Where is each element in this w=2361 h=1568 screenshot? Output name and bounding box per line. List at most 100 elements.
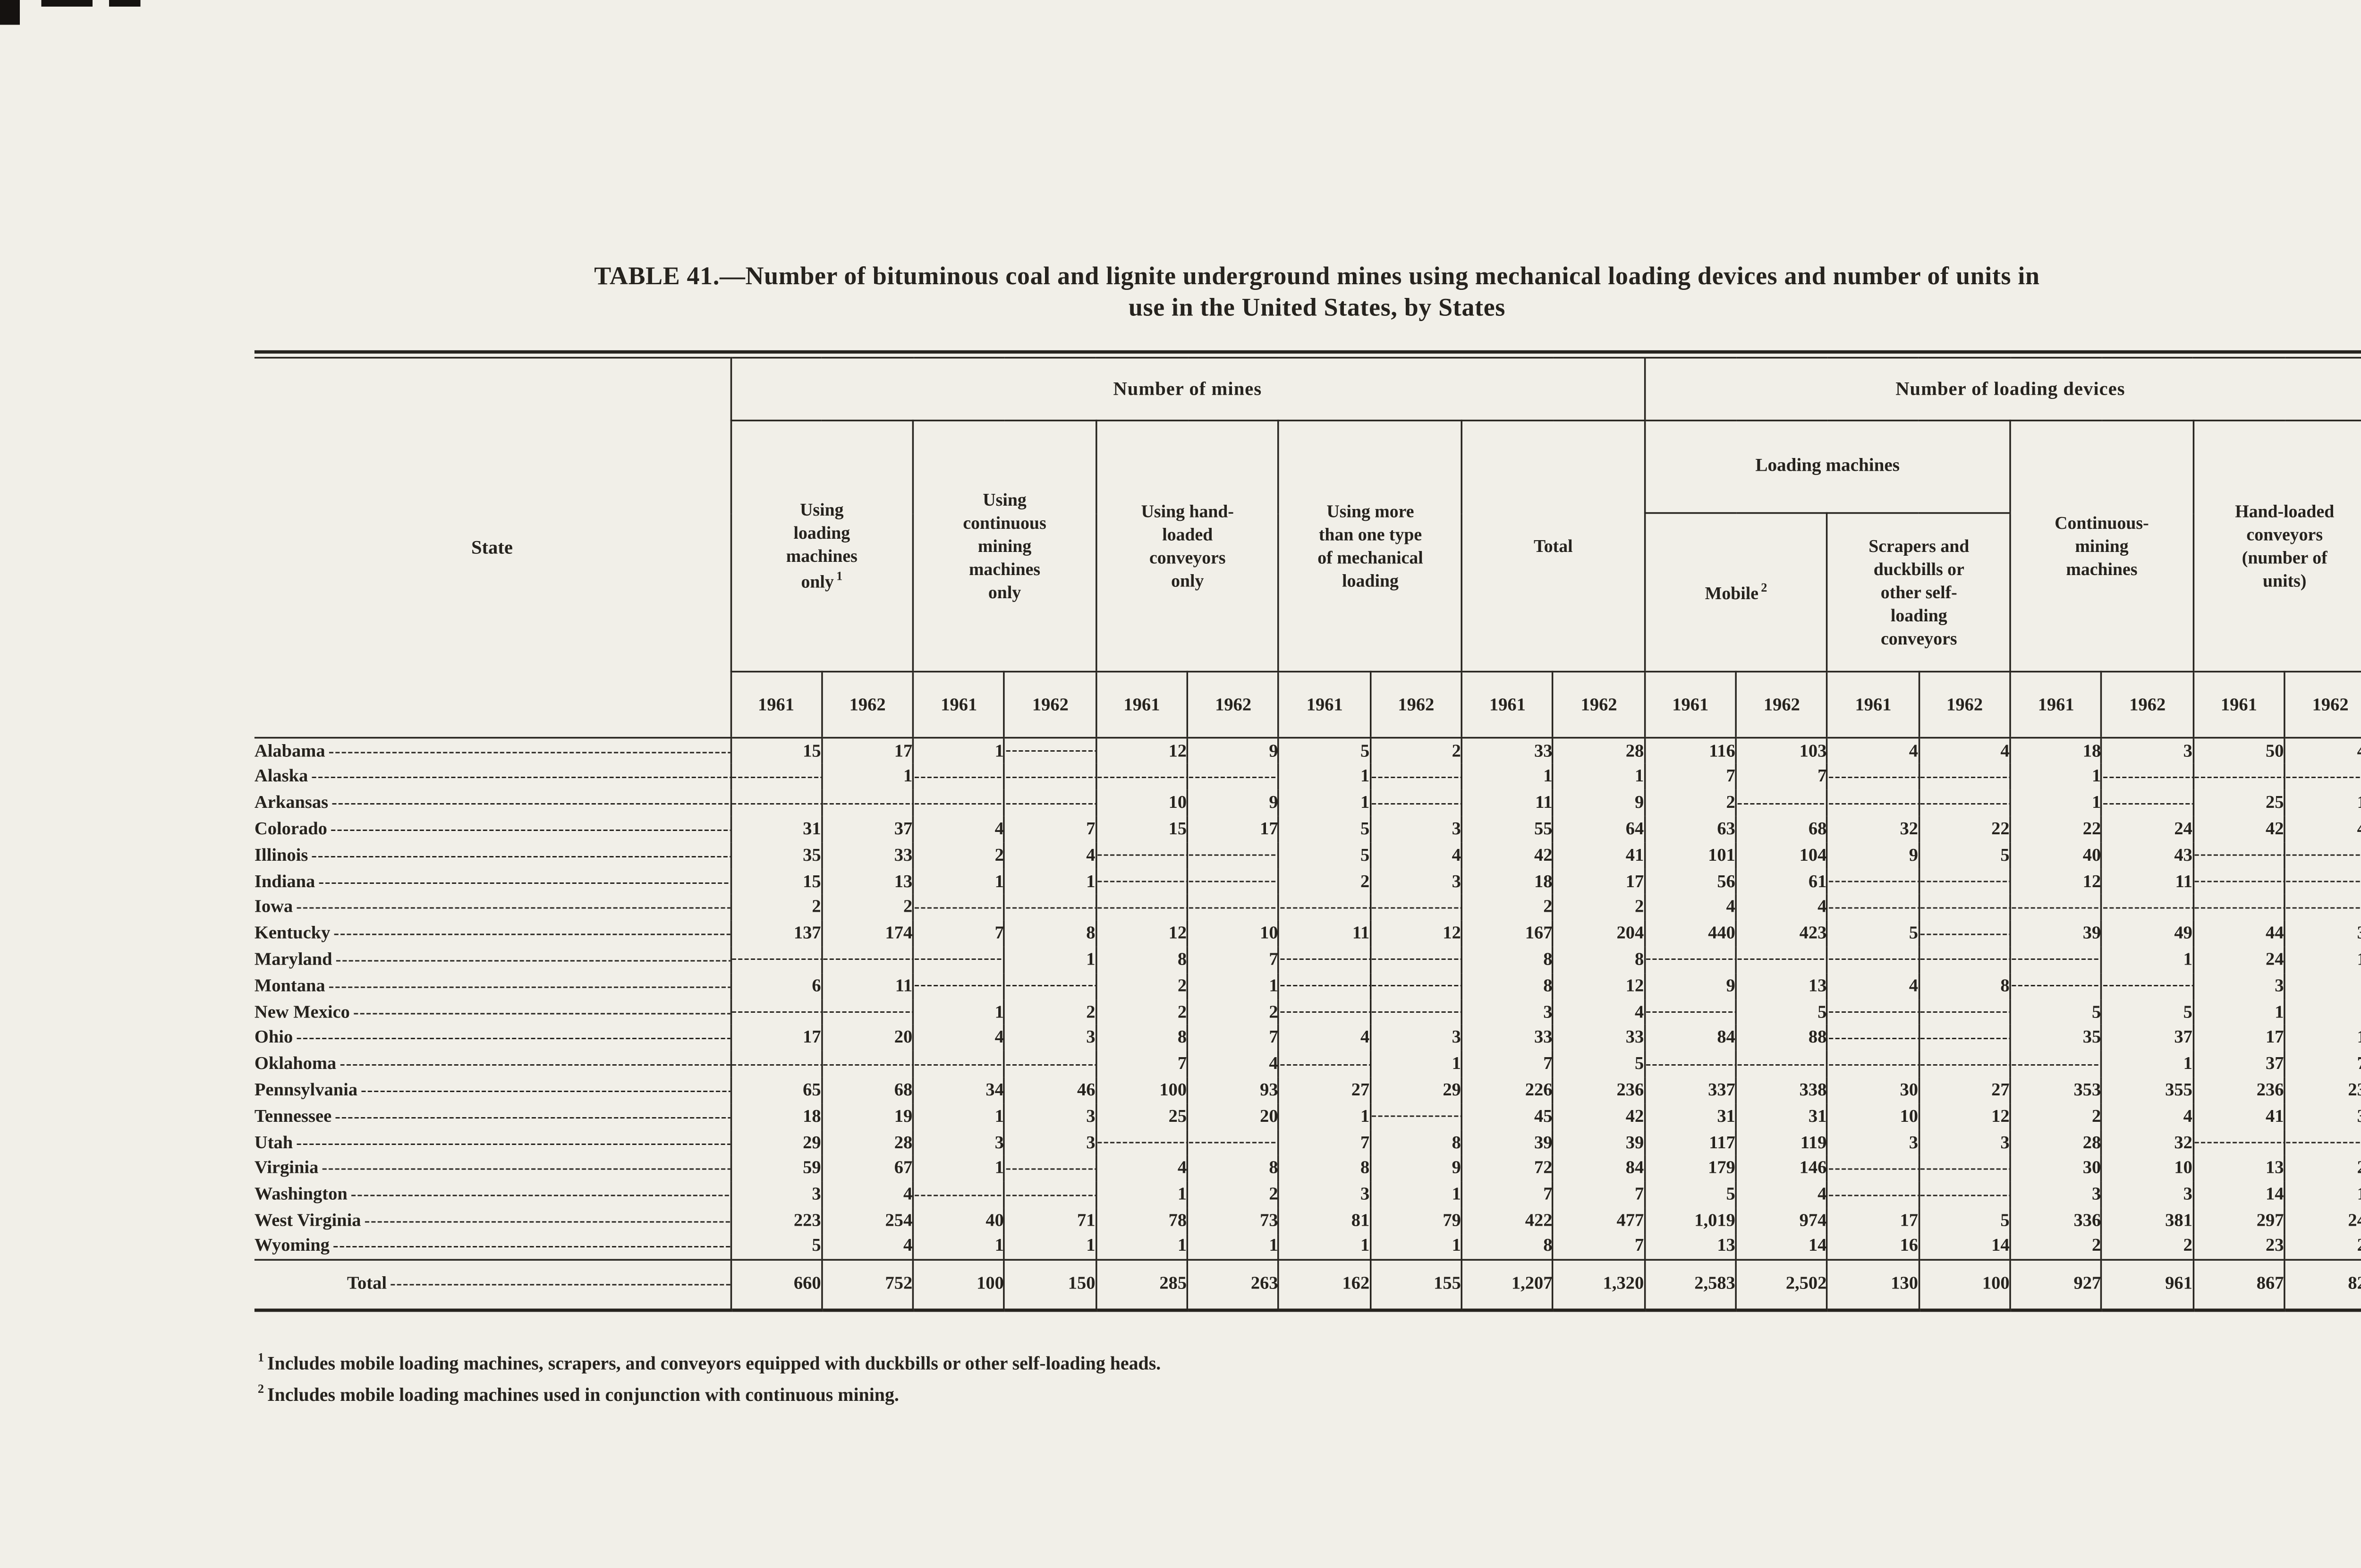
value-cell [1369, 1103, 1462, 1130]
value-cell: 1 [2284, 999, 2361, 1026]
scan-artifact [0, 0, 20, 25]
value-cell [1278, 973, 1371, 999]
blank-dashes [1097, 1134, 1187, 1152]
value-cell: 1 [1187, 1234, 1279, 1260]
value-cell: 79 [1369, 1208, 1462, 1234]
blank-dashes [914, 768, 1004, 786]
value-cell: 17 [1187, 816, 1279, 843]
value-cell: 44 [2192, 921, 2285, 947]
value-cell [1918, 1181, 2011, 1208]
value-cell [1735, 947, 1828, 973]
blank-dashes [1737, 794, 1826, 812]
value-cell: 15 [729, 738, 822, 764]
value-cell: 39 [2009, 921, 2102, 947]
value-cell: 4 [1826, 738, 1919, 764]
value-cell: 2 [1278, 868, 1371, 895]
value-cell: 961 [2101, 1259, 2193, 1312]
header-label: Continuous-mining machines [2055, 513, 2149, 580]
state-name: Virginia [254, 1159, 319, 1179]
group-header-number-of-loading-devices: Number of loading devices [1644, 358, 2361, 422]
value-cell: 11 [1278, 921, 1371, 947]
value-cell: 204 [1552, 921, 1645, 947]
state-cell: Illinois [255, 842, 730, 868]
blank-dashes [2194, 1134, 2284, 1152]
value-cell: 2 [1187, 999, 1279, 1026]
value-cell [1918, 764, 2011, 790]
value-cell: 2 [1095, 999, 1188, 1026]
value-cell [729, 790, 822, 816]
state-name: Indiana [254, 872, 315, 892]
header-label: Using hand-loaded conveyors only [1141, 501, 1234, 591]
value-cell [912, 1051, 1005, 1077]
blank-dashes [1920, 1055, 2010, 1073]
value-cell: 146 [1735, 1155, 1828, 1182]
value-cell: 381 [2101, 1208, 2193, 1234]
value-cell: 4 [912, 1025, 1005, 1051]
value-cell [1369, 790, 1462, 816]
column-header-state: State [254, 358, 730, 739]
value-cell [912, 894, 1005, 921]
value-cell: 2,583 [1644, 1259, 1736, 1312]
value-cell: 17 [729, 1025, 822, 1051]
state-name: Total [347, 1274, 387, 1295]
value-cell: 1 [912, 1155, 1005, 1182]
value-cell: 10 [1095, 790, 1188, 816]
value-cell: 2 [1644, 790, 1736, 816]
state-name: Colorado [254, 819, 327, 839]
value-cell: 12 [2284, 1025, 2361, 1051]
value-cell: 8 [1095, 1025, 1188, 1051]
state-name: Maryland [254, 949, 332, 970]
value-cell: 27 [1278, 1077, 1371, 1104]
blank-dashes [1920, 768, 2010, 786]
value-cell: 1 [1552, 764, 1645, 790]
value-cell [821, 947, 913, 973]
state-cell: Oklahoma [255, 1051, 730, 1077]
value-cell: 5 [1552, 1051, 1645, 1077]
value-cell: 13 [2192, 1155, 2285, 1182]
value-cell: 42 [1552, 1103, 1645, 1130]
value-cell: 25 [2192, 790, 2285, 816]
column-header-mobile: Mobile 2 [1644, 513, 1828, 673]
value-cell: 5 [2101, 999, 2193, 1026]
value-cell [1644, 1051, 1736, 1077]
value-cell: 2 [1187, 1181, 1279, 1208]
value-cell [1278, 947, 1371, 973]
value-cell [1278, 894, 1371, 921]
value-cell: 5 [1278, 738, 1371, 764]
value-cell: 28 [2009, 1129, 2102, 1156]
value-cell: 22 [1918, 816, 2011, 843]
value-cell: 7 [1552, 1181, 1645, 1208]
value-cell: 254 [821, 1208, 913, 1234]
value-cell: 9 [1187, 790, 1279, 816]
value-cell: 2 [2101, 1234, 2193, 1260]
blank-dashes [1097, 768, 1187, 786]
blank-dashes [1828, 873, 1918, 890]
value-cell: 32 [2101, 1129, 2193, 1156]
header-label: Scrapers and duckbills or other self-loa… [1868, 536, 1970, 649]
blank-dashes [1920, 1003, 2010, 1021]
value-cell: 7 [1644, 764, 1736, 790]
value-cell: 12 [2009, 868, 2102, 895]
blank-dashes [1920, 1160, 2010, 1178]
value-cell: 1 [2101, 1051, 2193, 1077]
year-header-1962: 1962 [1735, 672, 1828, 739]
value-cell: 3 [912, 1129, 1005, 1156]
value-cell: 4 [1003, 842, 1096, 869]
value-cell: 84 [1552, 1155, 1645, 1182]
value-cell [1735, 1051, 1828, 1077]
value-cell: 45 [1461, 1103, 1554, 1130]
value-cell [2192, 894, 2285, 921]
value-cell [1369, 999, 1462, 1026]
dash-leader [361, 1082, 730, 1100]
value-cell: 88 [1735, 1025, 1828, 1051]
blank-dashes [1828, 898, 1918, 916]
value-cell: 2 [2009, 1103, 2102, 1130]
state-cell: West Virginia [255, 1208, 730, 1234]
blank-dashes [2285, 1134, 2361, 1152]
value-cell [1918, 1051, 2011, 1077]
blank-dashes [2103, 977, 2192, 995]
state-name: Iowa [254, 898, 293, 918]
value-cell [1918, 1155, 2011, 1182]
value-cell: 103 [1735, 738, 1828, 764]
value-cell [1003, 738, 1096, 764]
